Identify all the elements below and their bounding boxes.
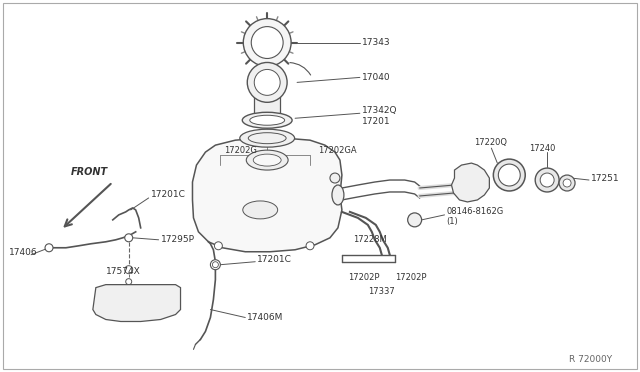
Text: 17201C: 17201C (257, 255, 292, 264)
Text: 17295P: 17295P (161, 235, 195, 244)
Text: 17220Q: 17220Q (474, 138, 508, 147)
Text: S: S (412, 217, 417, 223)
Ellipse shape (248, 133, 286, 144)
Text: 17202G: 17202G (225, 145, 257, 155)
Circle shape (247, 62, 287, 102)
Text: 08146-8162G: 08146-8162G (447, 208, 504, 217)
Text: 17251: 17251 (591, 173, 620, 183)
Text: 17342Q: 17342Q (362, 106, 397, 115)
Circle shape (559, 175, 575, 191)
Circle shape (243, 19, 291, 67)
Circle shape (252, 26, 283, 58)
Circle shape (125, 266, 132, 274)
Ellipse shape (253, 154, 281, 166)
Text: 17201: 17201 (362, 117, 390, 126)
Ellipse shape (493, 159, 525, 191)
Circle shape (540, 173, 554, 187)
Text: 17343: 17343 (362, 38, 390, 47)
Polygon shape (93, 285, 180, 321)
Polygon shape (193, 138, 342, 252)
Text: 17406M: 17406M (247, 313, 284, 322)
Circle shape (535, 168, 559, 192)
Ellipse shape (250, 115, 285, 125)
Text: 17240: 17240 (529, 144, 556, 153)
Circle shape (563, 179, 571, 187)
Circle shape (212, 262, 218, 268)
Text: (1): (1) (447, 217, 458, 227)
Circle shape (214, 242, 222, 250)
FancyBboxPatch shape (254, 95, 280, 125)
Circle shape (330, 173, 340, 183)
Ellipse shape (499, 164, 520, 186)
Ellipse shape (240, 129, 294, 147)
Polygon shape (451, 163, 490, 202)
Text: 17040: 17040 (362, 73, 390, 82)
Text: 17201C: 17201C (150, 190, 186, 199)
Text: 17574X: 17574X (106, 267, 141, 276)
Text: 17228M: 17228M (353, 235, 387, 244)
Ellipse shape (243, 201, 278, 219)
Circle shape (306, 242, 314, 250)
Circle shape (254, 70, 280, 95)
Ellipse shape (246, 150, 288, 170)
Circle shape (125, 234, 132, 242)
Circle shape (125, 279, 132, 285)
Text: 17337: 17337 (368, 287, 395, 296)
Text: 17202GA: 17202GA (318, 145, 356, 155)
Ellipse shape (243, 112, 292, 128)
Text: 17202P: 17202P (395, 273, 426, 282)
Ellipse shape (332, 185, 344, 205)
Circle shape (45, 244, 53, 252)
Text: R 72000Y: R 72000Y (569, 355, 612, 364)
Text: 17202P: 17202P (348, 273, 380, 282)
Text: 17406: 17406 (9, 248, 38, 257)
Circle shape (211, 260, 220, 270)
Text: FRONT: FRONT (70, 167, 108, 177)
Circle shape (408, 213, 422, 227)
